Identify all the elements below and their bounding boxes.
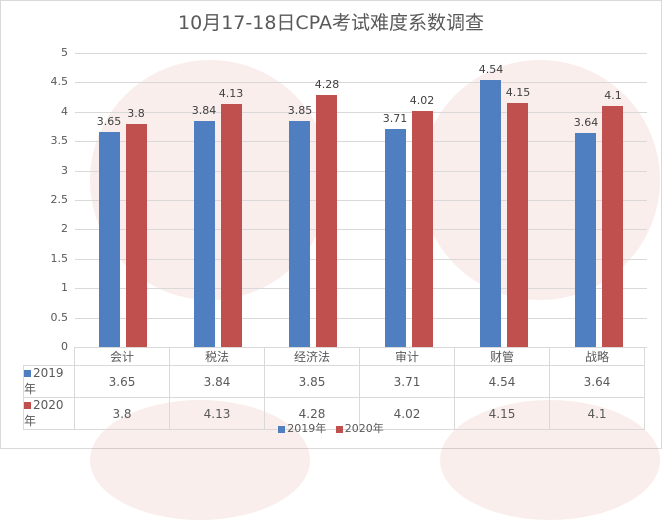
legend-item-2020: 2020年 bbox=[335, 422, 384, 435]
category-label: 审计 bbox=[359, 347, 455, 366]
y-tick-label: 4.5 bbox=[50, 75, 69, 88]
table-cell: 3.71 bbox=[359, 365, 455, 398]
data-label: 3.71 bbox=[382, 112, 408, 125]
bar-2019年-税法 bbox=[194, 121, 215, 347]
y-tick-label: 1 bbox=[61, 281, 68, 294]
gridline bbox=[75, 259, 647, 260]
data-label: 3.8 bbox=[127, 107, 145, 120]
data-label: 4.13 bbox=[218, 87, 244, 100]
y-tick-label: 3 bbox=[61, 164, 68, 177]
legend-swatch-2019 bbox=[278, 425, 286, 433]
y-tick-label: 5 bbox=[61, 46, 68, 59]
y-tick-label: 1.5 bbox=[50, 252, 69, 265]
category-label: 会计 bbox=[74, 347, 170, 366]
data-label: 4.28 bbox=[314, 78, 340, 91]
bar-2020年-经济法 bbox=[316, 95, 337, 347]
data-label: 3.84 bbox=[191, 104, 217, 117]
gridline bbox=[75, 200, 647, 201]
y-tick-label: 3.5 bbox=[50, 134, 69, 147]
table-cell: 4.54 bbox=[454, 365, 550, 398]
table-cell: 3.8 bbox=[74, 397, 170, 430]
data-label: 3.85 bbox=[287, 104, 313, 117]
table-cell: 4.1 bbox=[549, 397, 645, 430]
table-row: 2020年 3.8 4.13 4.28 4.02 4.15 4.1 bbox=[23, 397, 645, 430]
bar-2019年-审计 bbox=[385, 129, 406, 347]
bar-2019年-财管 bbox=[480, 80, 501, 347]
bar-2020年-财管 bbox=[507, 103, 528, 347]
table-cell: 3.65 bbox=[74, 365, 170, 398]
legend-swatch-2019 bbox=[24, 370, 31, 377]
table-header-row: 会计 税法 经济法 审计 财管 战略 bbox=[23, 347, 645, 366]
legend-swatch-2020 bbox=[24, 402, 31, 409]
data-label: 4.02 bbox=[409, 94, 435, 107]
category-label: 战略 bbox=[549, 347, 645, 366]
legend: 2019年 2020年 bbox=[0, 420, 662, 436]
table-cell: 4.13 bbox=[169, 397, 265, 430]
data-label: 4.15 bbox=[505, 86, 531, 99]
gridline bbox=[75, 229, 647, 230]
category-label: 税法 bbox=[169, 347, 265, 366]
row-label: 2019年 bbox=[24, 366, 64, 396]
gridline bbox=[75, 82, 647, 83]
gridline bbox=[75, 53, 647, 54]
legend-swatch-2020 bbox=[335, 425, 343, 433]
y-tick-label: 2 bbox=[61, 222, 68, 235]
gridline bbox=[75, 171, 647, 172]
y-tick-label: 0 bbox=[61, 340, 68, 353]
legend-item-2019: 2019年 bbox=[278, 422, 326, 435]
data-label: 3.65 bbox=[96, 115, 122, 128]
bar-2020年-会计 bbox=[126, 124, 147, 347]
data-label: 4.54 bbox=[478, 63, 504, 76]
y-tick-label: 0.5 bbox=[50, 311, 69, 324]
table-cell: 4.28 bbox=[264, 397, 360, 430]
bar-2019年-经济法 bbox=[289, 121, 310, 347]
table-cell: 3.84 bbox=[169, 365, 265, 398]
bar-2020年-审计 bbox=[412, 111, 433, 347]
bar-2020年-税法 bbox=[221, 104, 242, 347]
table-cell: 3.85 bbox=[264, 365, 360, 398]
data-label: 4.1 bbox=[604, 89, 622, 102]
y-tick-label: 2.5 bbox=[50, 193, 69, 206]
table-cell: 3.64 bbox=[549, 365, 645, 398]
category-label: 经济法 bbox=[264, 347, 360, 366]
bar-2019年-战略 bbox=[575, 133, 596, 347]
bar-2019年-会计 bbox=[99, 132, 120, 347]
y-tick-label: 4 bbox=[61, 105, 68, 118]
gridline bbox=[75, 141, 647, 142]
data-label: 3.64 bbox=[573, 116, 599, 129]
category-label: 财管 bbox=[454, 347, 550, 366]
row-label: 2020年 bbox=[24, 398, 64, 428]
data-table: 会计 税法 经济法 审计 财管 战略 2019年 3.65 3.84 3.85 … bbox=[23, 347, 645, 430]
bar-2020年-战略 bbox=[602, 106, 623, 347]
table-row: 2019年 3.65 3.84 3.85 3.71 4.54 3.64 bbox=[23, 365, 645, 398]
gridline bbox=[75, 112, 647, 113]
chart-title: 10月17-18日CPA考试难度系数调查 bbox=[178, 12, 484, 34]
gridline bbox=[75, 318, 647, 319]
table-cell: 4.02 bbox=[359, 397, 455, 430]
gridline bbox=[75, 288, 647, 289]
